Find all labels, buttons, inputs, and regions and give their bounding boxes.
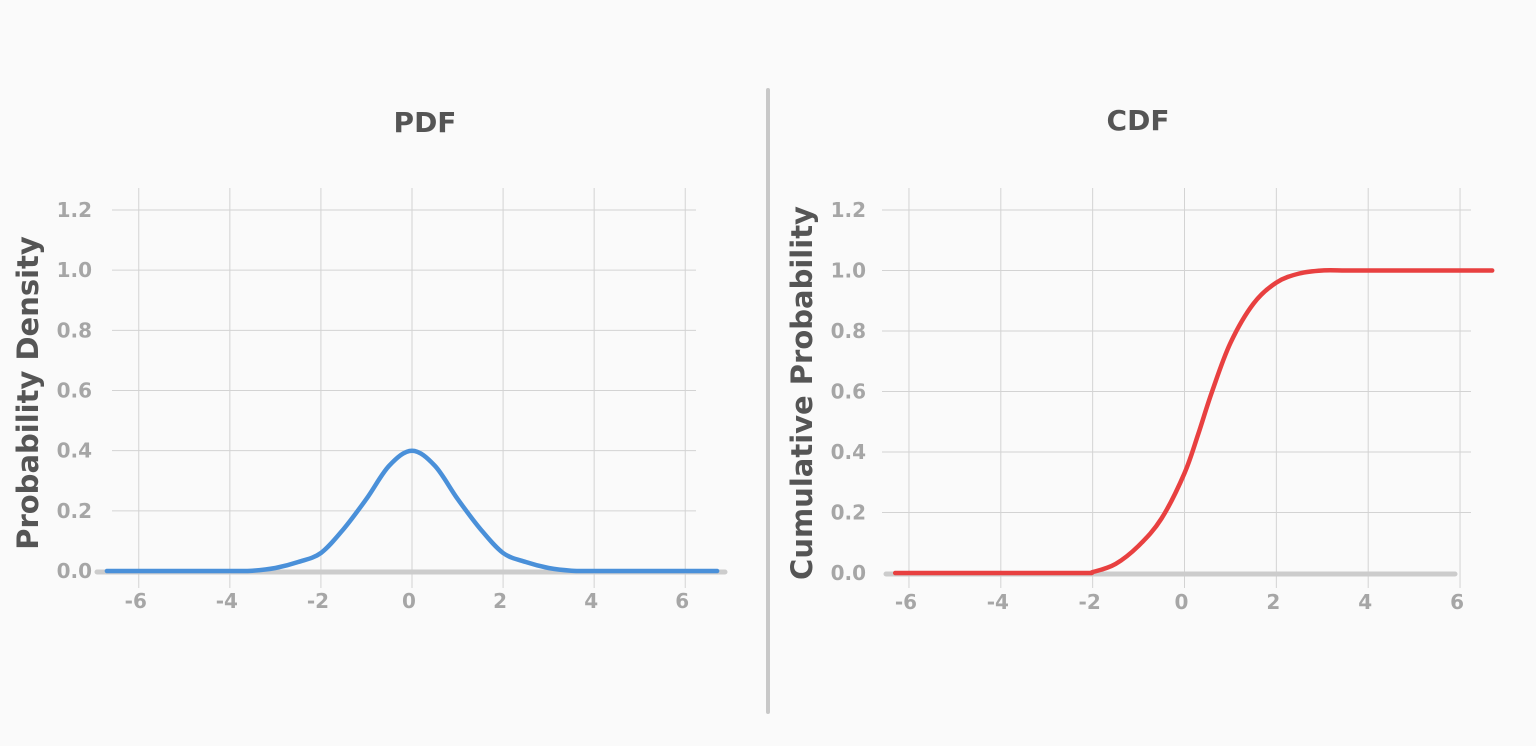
- cdf-ytick-label: 0.6: [831, 380, 866, 404]
- pdf-xtick-label: 0: [402, 589, 416, 613]
- cdf-ytick-label: 0.0: [831, 561, 866, 585]
- pdf-ytick-label: 0.6: [57, 379, 92, 403]
- cdf-title: CDF: [1107, 104, 1170, 137]
- cdf-xtick-label: 4: [1358, 590, 1372, 614]
- cdf-ytick-label: 0.4: [831, 440, 866, 464]
- cdf-xtick-label: -2: [1079, 590, 1101, 614]
- cdf-xtick-label: 6: [1450, 590, 1464, 614]
- pdf-ytick-label: 0.8: [57, 318, 92, 342]
- cdf-curve-line: [892, 268, 1495, 576]
- pdf-ytick-label: 1.2: [57, 198, 92, 222]
- pdf-xtick-label: -6: [125, 589, 147, 613]
- cdf-ytick-label: 1.2: [831, 198, 866, 222]
- pdf-ytick-label: 1.0: [57, 258, 92, 282]
- pdf-xtick-label: 6: [675, 589, 689, 613]
- pdf-ytick-label: 0.0: [57, 559, 92, 583]
- pdf-ylabel: Probability Density: [11, 236, 45, 550]
- cdf-xtick-label: -6: [895, 590, 917, 614]
- pdf-ytick-label: 0.4: [57, 439, 92, 463]
- cdf-xtick-label: 0: [1175, 590, 1189, 614]
- cdf-chart: 0.0 0.2 0.4 0.6 0.8 1.0 1.2 -6 -4 -2 0 2 4 6 CDF Cumula…: [785, 104, 1495, 614]
- cdf-xtick-label: -4: [987, 590, 1009, 614]
- pdf-ytick-label: 0.2: [57, 499, 92, 523]
- pdf-chart: 0.0 0.2 0.4 0.6 0.8 1.0 1.2 -6 -4 -2 0 2 4 6 PDF Probab…: [11, 106, 728, 613]
- pdf-xtick-label: -4: [216, 589, 238, 613]
- cdf-ytick-label: 0.2: [831, 501, 866, 525]
- cdf-ytick-label: 0.8: [831, 319, 866, 343]
- pdf-title: PDF: [394, 106, 457, 139]
- pdf-xtick-label: 2: [493, 589, 507, 613]
- cdf-ylabel: Cumulative Probability: [785, 206, 819, 580]
- pdf-xtick-label: 4: [584, 589, 598, 613]
- cdf-ytick-label: 1.0: [831, 259, 866, 283]
- cdf-xtick-label: 2: [1266, 590, 1280, 614]
- pdf-curve-line: [104, 448, 720, 574]
- pdf-xtick-label: -2: [307, 589, 329, 613]
